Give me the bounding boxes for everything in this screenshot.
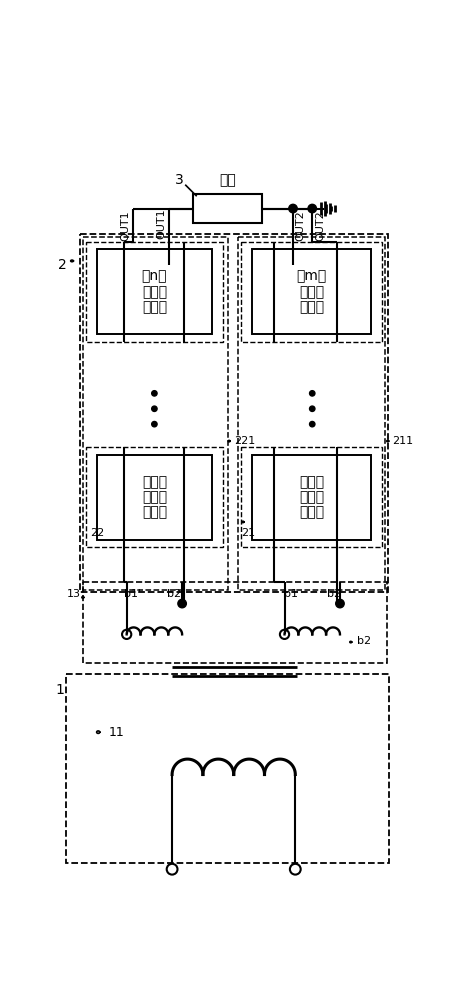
Circle shape	[309, 391, 314, 396]
Text: 负倍压: 负倍压	[142, 285, 167, 299]
Text: b2': b2'	[167, 589, 184, 599]
Bar	[86, 447, 222, 547]
Bar	[96, 455, 212, 540]
Text: 子电路: 子电路	[298, 506, 324, 520]
Bar	[241, 242, 381, 342]
Text: 11: 11	[108, 726, 124, 739]
Bar	[241, 447, 381, 547]
Text: b2: b2	[326, 589, 340, 599]
Bar	[192, 194, 262, 223]
Text: 正倍压: 正倍压	[298, 285, 324, 299]
Text: OUT1: OUT1	[120, 210, 130, 241]
Bar	[238, 237, 384, 590]
Circle shape	[335, 599, 344, 608]
Circle shape	[309, 421, 314, 427]
Bar	[83, 237, 227, 590]
Text: 正倍压: 正倍压	[298, 490, 324, 504]
Text: 子电路: 子电路	[298, 300, 324, 314]
Text: OUT1: OUT1	[156, 209, 166, 239]
Text: 第一个: 第一个	[142, 475, 167, 489]
Text: 2: 2	[58, 258, 67, 272]
Text: 21: 21	[240, 528, 254, 538]
Text: OUT2: OUT2	[314, 210, 324, 241]
Text: 211: 211	[391, 436, 413, 446]
Text: 第n个: 第n个	[142, 269, 167, 283]
Text: OUT2: OUT2	[295, 210, 305, 241]
Bar	[252, 455, 370, 540]
Text: 子电路: 子电路	[142, 300, 167, 314]
Text: 第一个: 第一个	[298, 475, 324, 489]
Text: 1: 1	[56, 683, 64, 697]
Text: b2: b2	[356, 636, 370, 646]
Text: 负载: 负载	[219, 173, 235, 187]
Text: 子电路: 子电路	[142, 506, 167, 520]
Text: 22: 22	[90, 528, 105, 538]
Text: b1': b1'	[124, 589, 141, 599]
Circle shape	[152, 391, 157, 396]
Bar	[96, 249, 212, 334]
Circle shape	[309, 406, 314, 411]
Circle shape	[288, 204, 297, 213]
Bar	[252, 249, 370, 334]
Text: b1: b1	[283, 589, 297, 599]
Circle shape	[307, 204, 316, 213]
Text: 3: 3	[174, 173, 183, 187]
Bar	[86, 242, 222, 342]
Text: 221: 221	[233, 436, 254, 446]
Circle shape	[152, 421, 157, 427]
Bar	[66, 674, 389, 863]
Circle shape	[177, 599, 186, 608]
Text: 13: 13	[67, 589, 81, 599]
Bar	[80, 234, 387, 592]
Bar	[83, 582, 386, 663]
Text: 第m个: 第m个	[296, 269, 326, 283]
Circle shape	[152, 406, 157, 411]
Text: 负倍压: 负倍压	[142, 490, 167, 504]
